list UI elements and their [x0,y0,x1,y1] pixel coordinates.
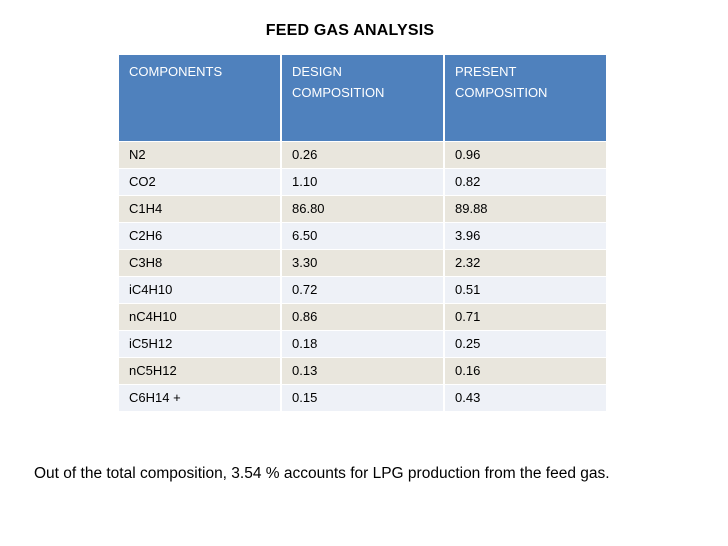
header-present-line1: PRESENT [455,64,517,79]
table-header-row: COMPONENTS DESIGN COMPOSITION PRESENT CO… [119,55,606,141]
cell-design: 1.10 [281,167,445,195]
cell-present: 0.71 [444,302,606,330]
header-present-line2: COMPOSITION [455,85,548,100]
cell-present: 89.88 [444,194,606,222]
table-row: C2H6 6.50 3.96 [119,221,606,249]
cell-present: 0.16 [444,356,606,384]
cell-present: 2.32 [444,248,606,276]
cell-component: C3H8 [119,248,282,276]
table-row: C1H4 86.80 89.88 [119,194,606,222]
cell-component: CO2 [119,167,282,195]
cell-component: nC4H10 [119,302,282,330]
cell-component: N2 [119,140,282,168]
cell-present: 0.43 [444,383,606,411]
cell-component: nC5H12 [119,356,282,384]
cell-design: 3.30 [281,248,445,276]
header-present-composition: PRESENT COMPOSITION [444,55,606,141]
feed-gas-table: COMPONENTS DESIGN COMPOSITION PRESENT CO… [119,55,606,411]
table-row: iC5H12 0.18 0.25 [119,329,606,357]
cell-present: 0.25 [444,329,606,357]
header-design-composition: DESIGN COMPOSITION [281,55,445,141]
table-row: C6H14 + 0.15 0.43 [119,383,606,411]
cell-component: iC5H12 [119,329,282,357]
cell-design: 86.80 [281,194,445,222]
cell-component: C2H6 [119,221,282,249]
cell-design: 0.18 [281,329,445,357]
header-design-line2: COMPOSITION [292,85,385,100]
table-row: iC4H10 0.72 0.51 [119,275,606,303]
cell-design: 6.50 [281,221,445,249]
table-row: N2 0.26 0.96 [119,140,606,168]
table-row: nC4H10 0.86 0.71 [119,302,606,330]
table-row: CO2 1.10 0.82 [119,167,606,195]
cell-design: 0.13 [281,356,445,384]
cell-component: C6H14 + [119,383,282,411]
cell-design: 0.72 [281,275,445,303]
cell-component: iC4H10 [119,275,282,303]
header-components-line1: COMPONENTS [129,64,223,79]
cell-present: 0.82 [444,167,606,195]
cell-component: C1H4 [119,194,282,222]
cell-design: 0.86 [281,302,445,330]
cell-design: 0.26 [281,140,445,168]
header-design-line1: DESIGN [292,64,342,79]
cell-design: 0.15 [281,383,445,411]
table-row: C3H8 3.30 2.32 [119,248,606,276]
header-components: COMPONENTS [119,55,282,141]
cell-present: 0.51 [444,275,606,303]
footnote-text: Out of the total composition, 3.54 % acc… [34,465,610,482]
slide-title: FEED GAS ANALYSIS [265,22,435,39]
cell-present: 3.96 [444,221,606,249]
table-row: nC5H12 0.13 0.16 [119,356,606,384]
cell-present: 0.96 [444,140,606,168]
